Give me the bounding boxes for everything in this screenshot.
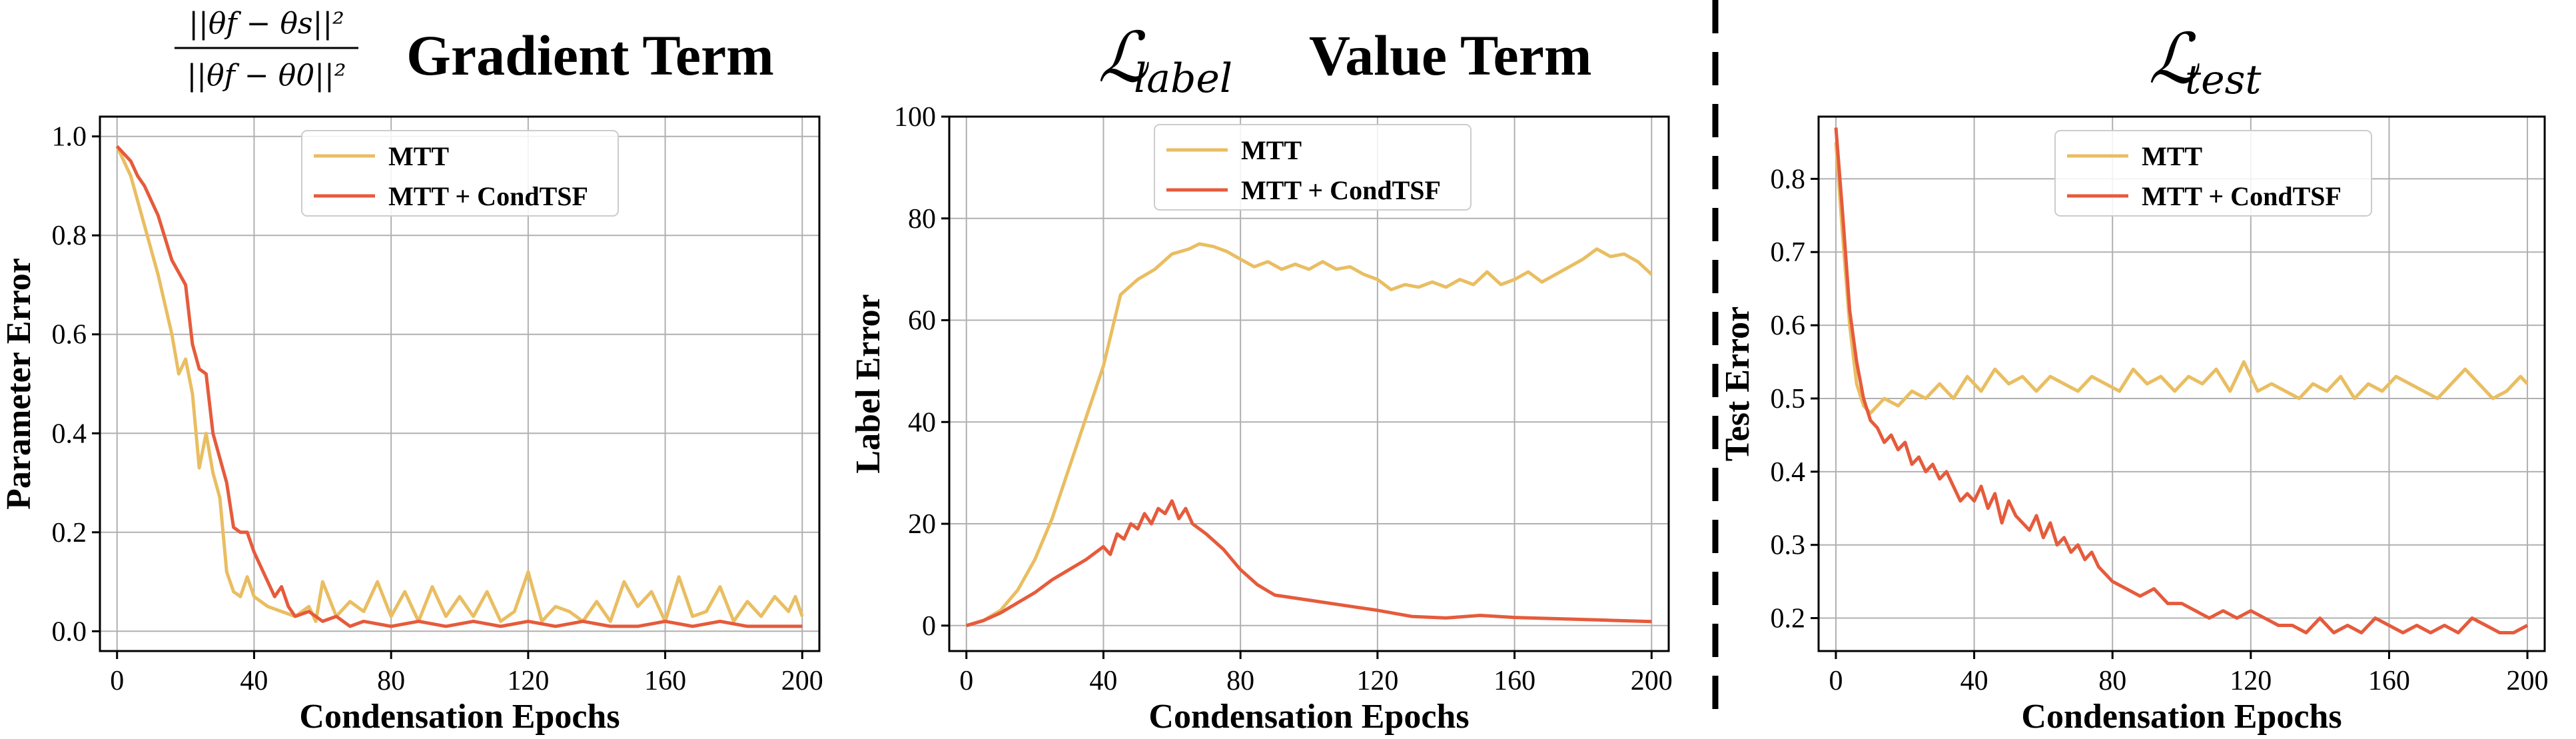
y-tick-label: 0.3 xyxy=(1771,530,1806,561)
y-tick-label: 0.6 xyxy=(52,320,87,351)
chart-panel-3: 0 40 80 120 160 200 0.2 0.3 0.4 0.5 0.6 0.7 0.8 Conde… xyxy=(1719,115,2549,736)
y-tick-label: 80 xyxy=(908,204,936,235)
y-tick-label: 0.8 xyxy=(1771,164,1806,195)
formula-denominator: ||θf − θ0||² xyxy=(187,59,346,93)
y-tick-label: 100 xyxy=(894,102,936,133)
y-tick-label: 0.7 xyxy=(1771,237,1806,268)
y-tick-label: 60 xyxy=(908,306,936,337)
x-tick-label: 0 xyxy=(1829,666,1843,696)
y-tick-label: 40 xyxy=(908,407,936,438)
y-tick-label: 0.4 xyxy=(52,418,87,449)
legend-box xyxy=(2054,130,2372,217)
series-line-condtsf xyxy=(1834,127,2529,634)
panel2-title-math-sub: label xyxy=(1134,55,1232,102)
x-tick-label: 120 xyxy=(2230,666,2272,696)
legend-label-condtsf: MTT + CondTSF xyxy=(388,181,588,211)
x-tick-label: 0 xyxy=(110,666,124,696)
x-tick-label: 80 xyxy=(2098,666,2126,696)
panel2-title-math-base: ℒ xyxy=(1098,17,1149,98)
y-tick-label: 0 xyxy=(922,611,936,642)
legend-label-mtt: MTT xyxy=(388,141,449,171)
x-axis-label: Condensation Epochs xyxy=(2021,698,2342,736)
panel1-title-formula: ||θf − θs||² ||θf − θ0||² xyxy=(175,7,358,93)
legend-label-mtt: MTT xyxy=(1241,135,1302,165)
y-tick-label: 0.2 xyxy=(52,518,87,548)
y-tick-label: 0.5 xyxy=(1771,384,1806,414)
series-line-condtsf xyxy=(115,145,803,628)
x-tick-label: 80 xyxy=(377,666,405,696)
x-tick-label: 40 xyxy=(240,666,268,696)
x-tick-label: 200 xyxy=(1631,666,1673,696)
y-axis-label: Parameter Error xyxy=(0,258,38,510)
x-tick-label: 160 xyxy=(644,666,686,696)
y-axis-label: Test Error xyxy=(1719,307,1757,462)
x-tick-label: 160 xyxy=(2368,666,2410,696)
series-line-mtt xyxy=(965,242,1653,628)
formula-numerator: ||θf − θs||² xyxy=(189,7,344,41)
y-axis-label: Label Error xyxy=(849,294,887,473)
chart-panel-1: 0 40 80 120 160 200 0.0 0.2 0.4 0.6 0.8 1.0 Condensa… xyxy=(0,115,823,736)
y-tick-label: 1.0 xyxy=(52,122,87,153)
x-tick-label: 120 xyxy=(507,666,549,696)
legend-label-condtsf: MTT + CondTSF xyxy=(1241,175,1441,205)
legend: MTT MTT + CondTSF xyxy=(301,130,619,217)
axes-frame xyxy=(948,115,1670,652)
y-tick-label: 0.4 xyxy=(1771,457,1806,488)
series-line-mtt xyxy=(115,145,804,623)
panel3-title-math-sub: test xyxy=(2185,57,2262,103)
axes-frame xyxy=(99,115,821,652)
x-axis-label: Condensation Epochs xyxy=(1148,698,1469,736)
legend: MTT MTT + CondTSF xyxy=(2054,130,2372,217)
panel2-title: Value Term xyxy=(1309,23,1592,87)
panel1-title: Gradient Term xyxy=(406,23,774,87)
legend-box xyxy=(1154,124,1472,211)
x-axis-label: Condensation Epochs xyxy=(299,698,620,736)
y-tick-label: 0.0 xyxy=(52,616,87,647)
y-tick-label: 0.6 xyxy=(1771,311,1806,341)
series-line-condtsf xyxy=(965,499,1652,628)
chart-panel-2: 0 40 80 120 160 200 0 20 40 60 80 100 Condensation E… xyxy=(849,102,1673,736)
series-line-mtt xyxy=(1834,142,2529,415)
legend-box xyxy=(301,130,619,217)
x-tick-label: 40 xyxy=(1089,666,1117,696)
panel3-title-math-base: ℒ xyxy=(2148,18,2200,99)
x-tick-label: 80 xyxy=(1226,666,1254,696)
plots-group: 0 40 80 120 160 2000.00.20.40.60.81.0Condensa… xyxy=(0,102,2549,736)
x-tick-label: 200 xyxy=(781,666,823,696)
legend-label-condtsf: MTT + CondTSF xyxy=(2142,181,2342,211)
x-tick-label: 160 xyxy=(1494,666,1535,696)
y-tick-label: 0.8 xyxy=(52,221,87,251)
y-tick-label: 0.2 xyxy=(1771,604,1806,634)
axes-frame xyxy=(1817,115,2546,652)
x-tick-label: 0 xyxy=(959,666,973,696)
legend: MTT MTT + CondTSF xyxy=(1154,124,1472,211)
x-tick-label: 40 xyxy=(1960,666,1988,696)
x-tick-label: 120 xyxy=(1356,666,1398,696)
y-tick-label: 20 xyxy=(908,509,936,540)
x-tick-label: 200 xyxy=(2507,666,2549,696)
legend-label-mtt: MTT xyxy=(2142,141,2202,171)
